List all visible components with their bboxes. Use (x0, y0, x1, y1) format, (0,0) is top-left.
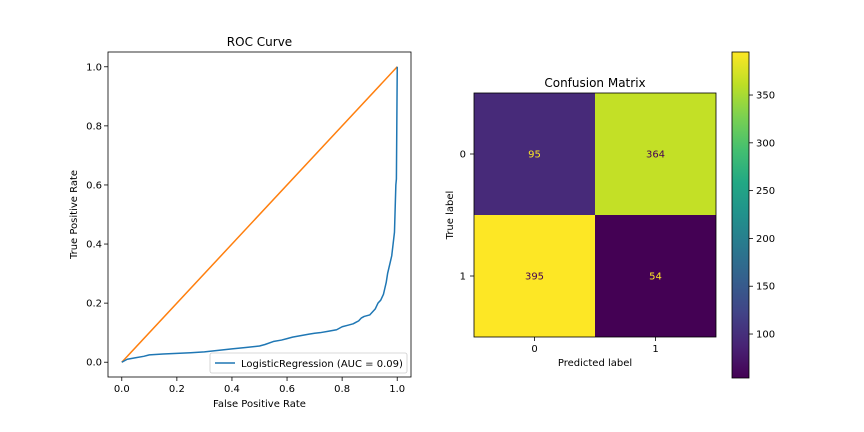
roc-x-tick-label: 0.2 (169, 384, 185, 395)
cm-cell (595, 93, 716, 215)
roc-x-tick-label: 0.6 (279, 384, 295, 395)
cm-x-tick-label: 1 (652, 344, 658, 355)
cm-cell-value: 54 (649, 272, 662, 283)
cm-cell-value: 395 (525, 272, 544, 283)
roc-y-tick-label: 0.2 (86, 299, 102, 310)
cm-cell-value: 95 (528, 150, 541, 161)
cm-axes-frame (473, 92, 717, 338)
roc-y-tick-label: 0.0 (86, 358, 102, 369)
colorbar-tick-label: 300 (756, 138, 775, 149)
colorbar-gradient (731, 51, 750, 379)
roc-lines (121, 66, 398, 363)
roc-x-axis-label: False Positive Rate (213, 399, 306, 410)
roc-curve-line (121, 66, 398, 363)
roc-y-tick-label: 1.0 (86, 62, 102, 73)
cm-cells: 95 364 395 54 (474, 93, 716, 337)
cm-x-axis-label: Predicted label (558, 358, 632, 369)
cm-title: Confusion Matrix (544, 76, 645, 90)
cm-x-tick-label: 0 (531, 344, 537, 355)
roc-y-tick-label: 0.6 (86, 180, 102, 191)
roc-x-tick-label: 0.4 (224, 384, 240, 395)
cm-y-axis-label: True label (445, 191, 456, 241)
roc-legend: LogisticRegression (AUC = 0.09) (209, 352, 408, 374)
roc-legend-label: LogisticRegression (AUC = 0.09) (241, 359, 403, 370)
roc-y-axis-label: True Positive Rate (69, 170, 80, 260)
colorbar-tick-label: 200 (756, 234, 775, 245)
roc-x-tick-label: 0.0 (114, 384, 130, 395)
roc-legend-box (209, 352, 408, 374)
cm-cell-value: 364 (646, 150, 665, 161)
roc-x-tick-label: 0.8 (334, 384, 350, 395)
colorbar-ticks: 100 150 200 250 300 350 (749, 91, 775, 341)
colorbar-tick-label: 250 (756, 186, 775, 197)
colorbar-tick-label: 350 (756, 91, 775, 102)
confusion-matrix-chart: Confusion Matrix 95 364 395 54 0 1 0 1 Predict… (445, 76, 717, 369)
cm-cell (474, 215, 595, 337)
cm-y-tick-label: 1 (460, 272, 466, 283)
chance-line (121, 66, 398, 363)
colorbar-tick-label: 100 (756, 330, 775, 341)
roc-ticks: 0.0 0.2 0.4 0.6 0.8 1.0 0.0 0.2 0.4 0.6 0.8 1.0 (86, 62, 405, 395)
colorbar: 100 150 200 250 300 350 (731, 51, 775, 379)
roc-axes-frame (107, 51, 412, 378)
cm-y-tick-label: 0 (460, 150, 466, 161)
cm-cell (595, 215, 716, 337)
cm-cell (474, 93, 595, 215)
roc-title: ROC Curve (227, 35, 292, 49)
colorbar-tick-label: 150 (756, 282, 775, 293)
roc-y-tick-label: 0.4 (86, 240, 102, 251)
roc-chart: ROC Curve 0.0 0.2 0.4 0.6 0.8 1.0 0.0 0.2 0.4 0.6… (69, 35, 412, 410)
roc-x-tick-label: 1.0 (389, 384, 405, 395)
cm-ticks: 0 1 0 1 (460, 150, 659, 356)
roc-y-tick-label: 0.8 (86, 121, 102, 132)
